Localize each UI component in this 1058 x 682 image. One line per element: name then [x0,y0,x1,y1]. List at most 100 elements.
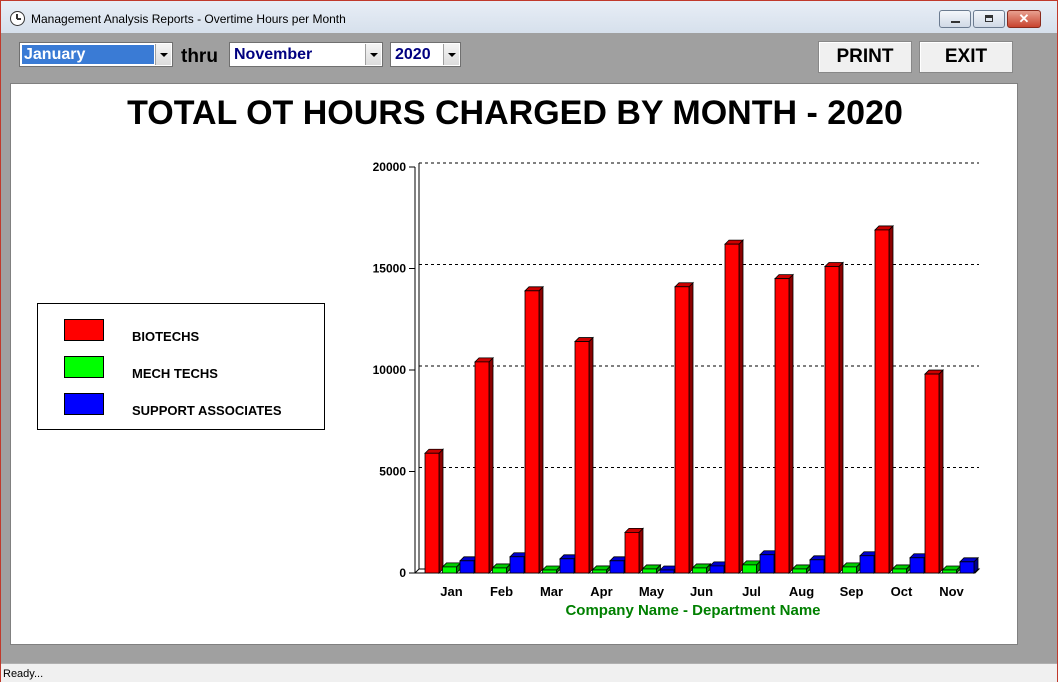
y-tick-label: 10000 [373,363,407,377]
bar-front [424,452,440,574]
year-select[interactable]: 2020 [390,42,461,67]
toolbar: January thru November 2020 PRINT EXIT [1,33,1057,83]
x-tick-label: Apr [590,584,612,599]
bar-side [588,336,594,574]
bar-biotechs-nov [924,369,944,574]
bar-front [542,569,557,574]
legend-swatch-mech-techs [64,356,104,378]
bar-front [709,565,725,574]
bar-biotechs-jun [674,281,694,574]
bar-mech-techs-apr [591,564,612,574]
bar-biotechs-oct [874,224,894,574]
legend-swatch-support-associates [64,393,104,415]
bar-biotechs-mar [524,285,544,574]
bar-side [488,356,494,574]
bar-front [459,560,475,574]
year-value: 2020 [395,46,431,63]
minimize-button[interactable] [939,10,971,28]
bar-front [759,554,775,574]
bar-front [924,373,940,574]
y-tick-label: 20000 [373,160,407,174]
x-tick-label: Nov [939,584,964,599]
bar-side [538,285,544,574]
bar-side [938,369,944,574]
x-tick-label: Jan [440,584,462,599]
thru-label: thru [181,46,218,67]
bar-mech-techs-jun [691,562,712,574]
status-bar: Ready... [1,663,1057,682]
bar-side [888,224,894,574]
maximize-button[interactable] [973,10,1005,28]
bar-mech-techs-oct [891,563,912,574]
bar-biotechs-apr [574,336,594,574]
legend-swatch-biotechs [64,319,104,341]
to-month-select[interactable]: November [229,42,383,67]
x-tick-label: Aug [789,584,814,599]
bar-mech-techs-jan [441,561,462,574]
bar-front [524,290,540,574]
bar-support-associates-nov [959,556,979,574]
legend-label-biotechs: BIOTECHS [132,329,200,344]
bar-mech-techs-sep [841,561,862,574]
y-tick-label: 5000 [379,465,406,479]
bar-front [624,531,640,574]
x-tick-label: Jun [690,584,713,599]
from-month-select[interactable]: January [19,42,173,67]
title-bar: Management Analysis Reports - Overtime H… [1,1,1057,33]
print-button[interactable]: PRINT [818,41,912,73]
bar-side [438,448,444,574]
bar-side [838,261,844,574]
window-title: Management Analysis Reports - Overtime H… [31,12,346,26]
bar-biotechs-may [624,527,644,574]
x-tick-label: Oct [891,584,913,599]
bar-front [959,561,975,574]
bar-mech-techs-aug [791,563,812,574]
close-button[interactable]: ✕ [1007,10,1041,28]
x-tick-label: Sep [840,584,864,599]
bar-front [724,243,740,574]
bar-front [809,559,825,574]
exit-button[interactable]: EXIT [919,41,1013,73]
bar-chart: 0 5000 10000 15000 20000 Jan Feb Mar Apr May Jun Ju… [373,160,981,619]
bar-front [859,555,875,574]
from-month-value: January [22,45,154,64]
bar-biotechs-jan [424,448,444,574]
y-tick-label: 0 [399,566,406,580]
bar-mech-techs-may [641,563,662,574]
chart-title: TOTAL OT HOURS CHARGED BY MONTH - 2020 [127,94,903,132]
x-tick-label: May [639,584,665,599]
bar-mech-techs-jul [741,559,762,574]
bar-front [559,558,575,574]
close-icon: ✕ [1018,11,1030,26]
bar-biotechs-jul [724,239,744,574]
to-month-value: November [234,46,313,63]
bar-front [609,560,625,574]
bar-side [638,527,644,574]
bar-side [688,281,694,574]
bar-front [842,566,857,574]
bar-front [592,569,607,574]
y-tick-label: 15000 [373,262,407,276]
legend-label-support-associates: SUPPORT ASSOCIATES [132,403,282,418]
bar-front [774,278,790,574]
bar-mech-techs-feb [491,562,512,574]
chart-panel: TOTAL OT HOURS CHARGED BY MONTH - 2020 B… [10,83,1018,645]
chevron-down-icon[interactable] [365,44,381,65]
bar-front [742,564,757,574]
x-axis-label: Company Name - Department Name [565,602,820,619]
bar-front [892,568,907,574]
bar-front [574,341,590,574]
chevron-down-icon[interactable] [443,44,459,65]
bar-front [874,229,890,574]
bar-front [909,557,925,574]
chevron-down-icon[interactable] [155,44,171,65]
clock-icon [10,11,25,26]
bar-front [642,568,657,574]
bar-front [824,266,840,574]
bar-front [942,569,957,574]
chart-legend: BIOTECHS MECH TECHS SUPPORT ASSOCIATES [37,303,325,430]
bar-biotechs-sep [824,261,844,574]
x-tick-label: Feb [490,584,513,599]
bar-biotechs-aug [774,273,794,574]
